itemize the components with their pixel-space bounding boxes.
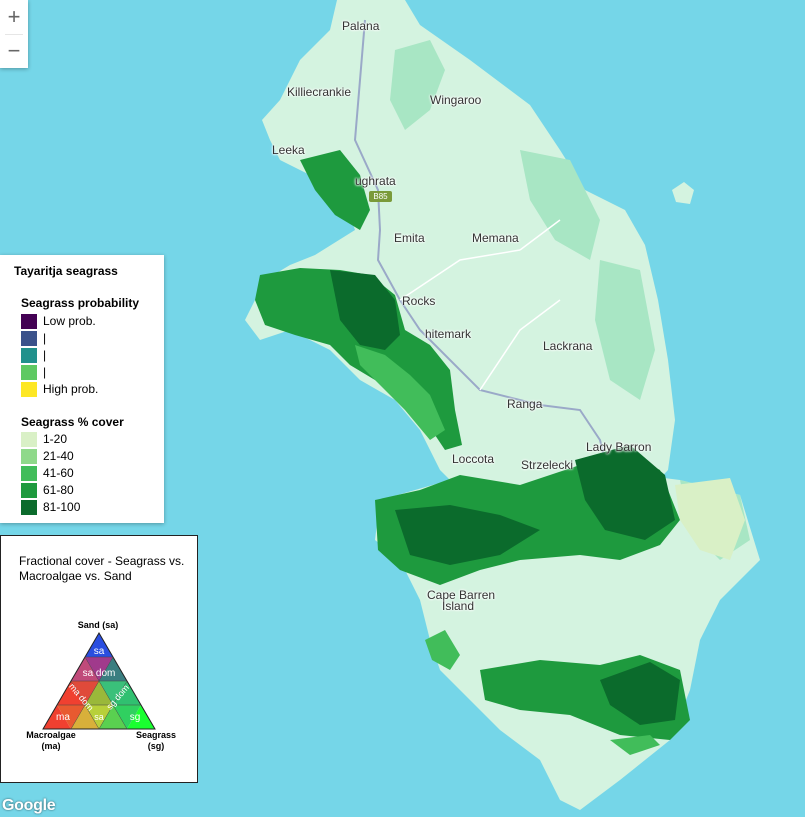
place-label: Emita: [394, 231, 425, 245]
legend-swatch: [21, 466, 37, 481]
place-label: Ranga: [507, 397, 543, 411]
legend-label: Low prob.: [43, 314, 96, 328]
ternary-cell-label: sa: [94, 646, 105, 657]
ternary-cell-sa-dom: [85, 657, 113, 681]
park-area: [595, 260, 655, 400]
legend-label: |: [43, 365, 47, 379]
legend-swatch: [21, 483, 37, 498]
ternary-right-label: Seagrass: [136, 730, 176, 740]
legend-swatch: [21, 500, 37, 515]
ternary-cell-sg-upper: [113, 681, 141, 705]
place-label: ughrata: [355, 174, 396, 188]
place-label: hitemark: [425, 327, 472, 341]
legend-label: 1-20: [43, 432, 68, 446]
seagrass-cover-patch: [355, 345, 445, 440]
ternary-cell-label: sg: [130, 712, 141, 723]
route-shield: B85: [369, 191, 392, 202]
seagrass-cover-patch: [425, 630, 460, 670]
place-label: Rocks: [402, 294, 436, 308]
ternary-gridline: [84, 656, 128, 730]
legend-swatch: [21, 382, 37, 397]
seagrass-legend: Tayaritja seagrass Seagrass probability …: [0, 255, 164, 523]
ternary-cell-mid-bottom: [85, 705, 113, 729]
legend-label: 41-60: [43, 466, 74, 480]
ternary-cell-sg-dom: [99, 681, 127, 705]
ternary-cell-right-mid: [99, 705, 127, 729]
place-label: Strzelecki: [521, 458, 574, 472]
seagrass-cover-patch: [330, 270, 400, 350]
ternary-cell-ma-dom: [71, 681, 99, 705]
place-label: Lackrana: [543, 339, 593, 353]
legend-title: Tayaritja seagrass: [14, 264, 118, 278]
ternary-diagram: Sand (sa) sa sa dom ma dom sg dom ma sg …: [26, 620, 176, 751]
legend-label: |: [43, 348, 47, 362]
ternary-cell-label: ma: [56, 712, 70, 723]
legend-label: High prob.: [43, 382, 99, 396]
seagrass-cover-patch: [395, 505, 540, 565]
ternary-cell-sa: [85, 633, 113, 657]
cover-heading: Seagrass % cover: [21, 415, 124, 429]
seagrass-cover-patch: [300, 150, 370, 230]
ternary-cell-ma: [57, 681, 85, 705]
zoom-in-button[interactable]: +: [7, 4, 21, 29]
zoom-control: + −: [0, 0, 28, 68]
legend-label: 61-80: [43, 483, 74, 497]
ternary-gridline: [98, 680, 128, 730]
probability-heading: Seagrass probability: [21, 296, 140, 310]
place-label: Island: [442, 599, 475, 613]
ternary-left-label: (ma): [41, 741, 60, 751]
place-label: Palana: [342, 19, 380, 33]
park-area: [520, 150, 600, 260]
ternary-cell-sg-dom-bottom: [113, 705, 141, 729]
road: [399, 219, 561, 391]
ternary-gridline: [70, 680, 100, 730]
place-label: Leeka: [272, 143, 305, 157]
ternary-cell-left-mid: [71, 705, 99, 729]
place-label: Loccota: [452, 452, 495, 466]
ternary-cell-sg: [127, 705, 155, 729]
legend-swatch: [21, 432, 37, 447]
place-label: Killiecrankie: [287, 85, 352, 99]
ternary-left-label: Macroalgae: [26, 730, 76, 740]
ternary-top-label: Sand (sa): [78, 620, 119, 630]
legend-label: 21-40: [43, 449, 74, 463]
legend-label: 81-100: [43, 500, 81, 514]
ternary-cell-label: sa: [94, 712, 104, 722]
zoom-out-button[interactable]: −: [7, 38, 21, 63]
seagrass-cover-patch: [675, 478, 745, 560]
place-label: Lady Barron: [586, 440, 652, 454]
legend-swatch: [21, 331, 37, 346]
ternary-title: Fractional cover - Seagrass vs. Macroalg…: [19, 554, 185, 583]
ternary-cell-ma-left: [43, 705, 71, 729]
ternary-gridline: [70, 656, 114, 730]
ternary-right-label: (sg): [148, 741, 165, 751]
place-label: Wingaroo: [430, 93, 482, 107]
legend-swatch: [21, 365, 37, 380]
place-label: Memana: [472, 231, 519, 245]
seagrass-cover-patch: [600, 662, 680, 725]
seagrass-cover-patch: [610, 735, 660, 755]
ternary-legend: Fractional cover - Seagrass vs. Macroalg…: [0, 535, 198, 783]
ternary-cell-ma-dom-bottom: [57, 705, 85, 729]
legend-label: |: [43, 331, 47, 345]
ternary-cell-label: sa dom: [83, 668, 116, 679]
islet-land: [672, 182, 694, 204]
place-label: Cape Barren: [427, 588, 496, 602]
legend-swatch: [21, 449, 37, 464]
park-area: [390, 40, 445, 130]
ternary-cell-sa-dom-right: [99, 657, 127, 681]
ternary-cell-center: [85, 681, 113, 705]
ternary-cell-sa-dom-left: [71, 657, 99, 681]
legend-swatch: [21, 348, 37, 363]
seagrass-cover-patch: [575, 445, 675, 540]
google-logo[interactable]: Google: [2, 797, 56, 814]
legend-swatch: [21, 314, 37, 329]
zoom-divider: [5, 34, 23, 35]
